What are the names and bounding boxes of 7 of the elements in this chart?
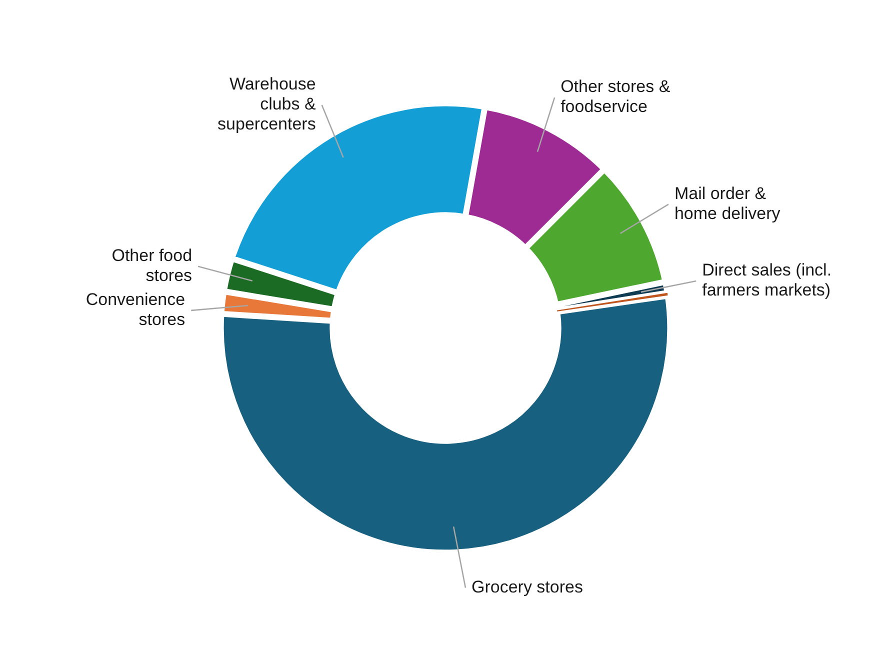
slice-label: Convenience stores <box>86 290 186 330</box>
slice-label: Grocery stores <box>472 577 583 596</box>
slice-label: Other food stores <box>112 246 192 286</box>
slice-label: Direct sales (incl. farmers markets) <box>702 260 832 300</box>
slice-label: Mail order & home delivery <box>674 184 781 223</box>
slice-label: Other stores & foodservice <box>560 77 671 116</box>
slice-label: Warehouse clubs & supercenters <box>218 74 316 134</box>
